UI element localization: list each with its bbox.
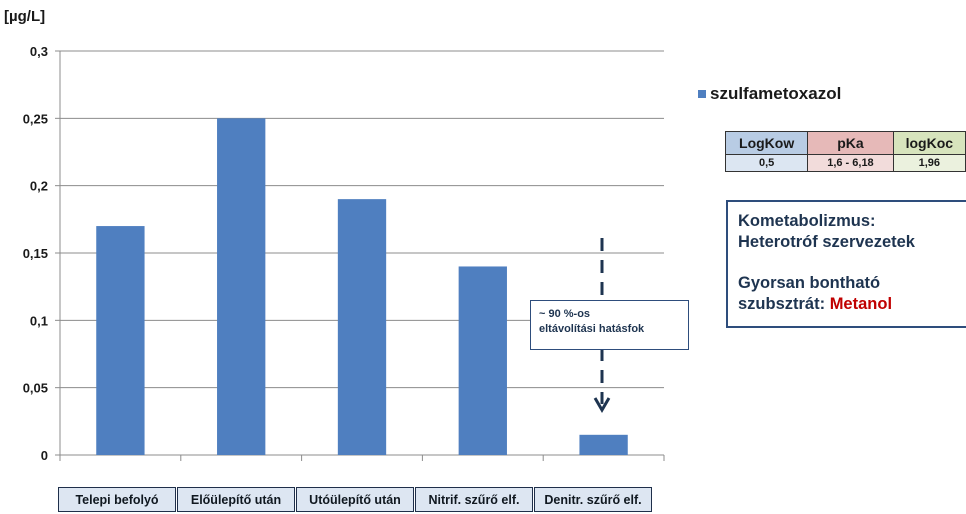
value-logkoc: 1,96: [892, 154, 966, 172]
bar: [337, 199, 387, 455]
y-tick-label: 0,2: [30, 179, 48, 194]
legend-swatch: [698, 90, 706, 98]
y-tick-label: 0,15: [23, 246, 48, 261]
category-label: Telepi befolyó: [58, 487, 176, 512]
note-spacer: [738, 253, 964, 273]
note-line: szubsztrát: Metanol: [738, 294, 964, 315]
note-line: Gyorsan bontható: [738, 274, 881, 292]
y-tick-label: 0,25: [23, 111, 48, 126]
y-tick-label: 0,05: [23, 381, 48, 396]
note-line: Heterotróf szervezetek: [738, 233, 915, 251]
properties-header-row: LogKow pKa logKoc: [724, 131, 966, 155]
header-pka: pKa: [807, 131, 894, 155]
y-axis-unit-label: [µg/L]: [4, 8, 46, 25]
bar: [96, 226, 145, 455]
note-prefix: szubsztrát:: [738, 295, 830, 313]
legend-label: szulfametoxazol: [710, 84, 842, 103]
value-pka: 1,6 - 6,18: [807, 154, 894, 172]
properties-table: LogKow pKa logKoc 0,5 1,6 - 6,18 1,96: [724, 131, 966, 172]
bar: [217, 118, 266, 455]
bar: [458, 266, 507, 455]
legend: szulfametoxazol: [698, 84, 841, 104]
reduction-arrow: [593, 238, 611, 413]
info-note-box: Kometabolizmus: Heterotróf szervezetek G…: [726, 200, 966, 328]
header-logkow: LogKow: [724, 131, 809, 155]
callout-line: ~ 90 %-os: [539, 308, 591, 320]
category-label: Előülepítő után: [177, 487, 295, 512]
bars: [96, 118, 628, 455]
value-logkow: 0,5: [724, 154, 809, 172]
y-tick-label: 0,3: [30, 44, 48, 59]
arrow-head-icon: [593, 397, 611, 413]
removal-efficiency-callout: ~ 90 %-os eltávolítási hatásfok: [530, 300, 689, 350]
callout-line: eltávolítási hatásfok: [539, 323, 645, 335]
header-logkoc: logKoc: [892, 131, 966, 155]
y-tick-label: 0: [41, 448, 48, 463]
category-label: Nitrif. szűrő elf.: [415, 487, 533, 512]
category-label: Utóülepítő után: [296, 487, 414, 512]
properties-value-row: 0,5 1,6 - 6,18 1,96: [724, 154, 966, 172]
y-tick-labels: 0 0,05 0,1 0,15 0,2 0,25 0,3: [23, 44, 48, 463]
note-line: Kometabolizmus:: [738, 212, 876, 230]
note-highlight: Metanol: [829, 295, 893, 313]
category-label-row: Telepi befolyó Előülepítő után Utóülepít…: [58, 487, 653, 512]
y-tick-label: 0,1: [30, 313, 48, 328]
category-label: Denitr. szűrő elf.: [534, 487, 652, 512]
bar: [579, 434, 628, 455]
